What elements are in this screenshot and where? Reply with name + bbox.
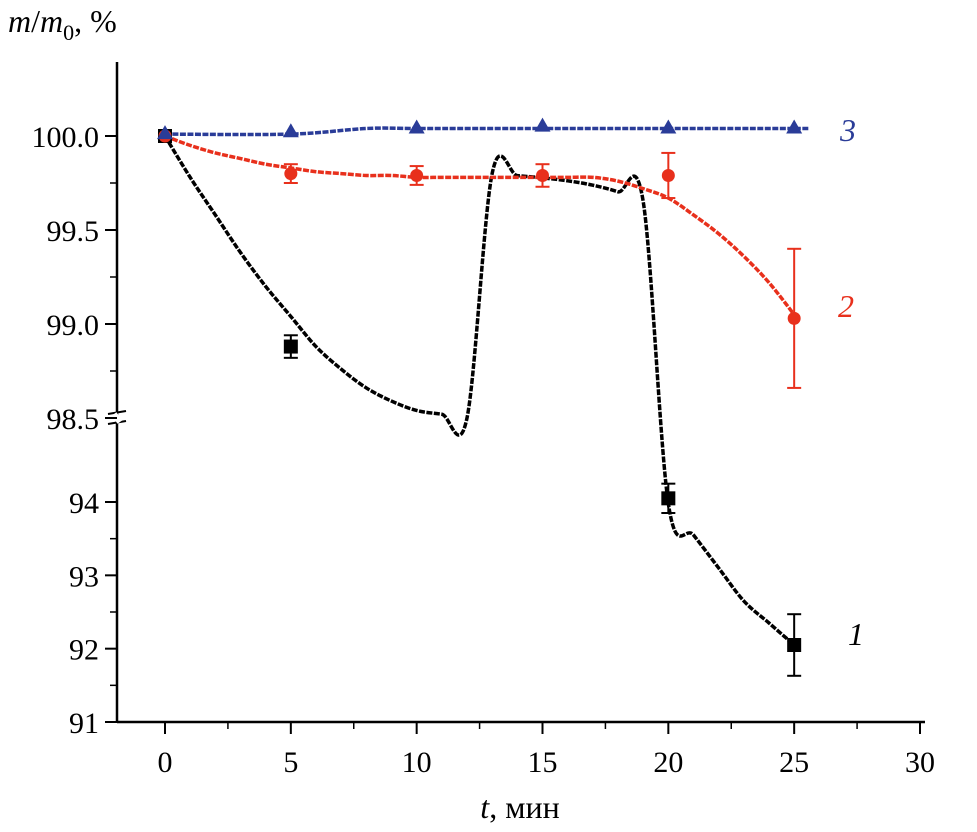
series-1-point [661,491,676,506]
x-tick-label: 0 [158,746,173,779]
series-2-point [536,168,549,182]
series-3-point [408,119,425,134]
x-tick-label: 30 [905,746,935,779]
y-tick-label: 99.0 [47,309,100,342]
series-3-point [660,119,677,134]
series-3-line [164,126,811,137]
markers [157,117,803,652]
y-tick-label: 92 [69,634,99,667]
series-1-label: 1 [848,616,864,652]
y-axis-title: m/m0, % [8,3,117,45]
y-tick-label: 98.5 [47,403,100,436]
x-tick-label: 15 [528,746,558,779]
x-tick-label: 10 [402,746,432,779]
series-2-label: 2 [838,288,854,324]
y-tick-label: 91 [69,707,99,740]
error-bars [283,151,802,677]
series-3-point [282,123,299,138]
y-tick-label: 100.0 [32,121,100,154]
y-tick-label: 94 [69,487,99,520]
series-3-point [534,117,551,132]
series-1-point [787,638,802,652]
y-tick-label: 93 [69,560,99,593]
series-3-point [786,119,803,134]
x-tick-label: 5 [283,746,298,779]
series-1-line [163,135,796,647]
series-2-point [661,168,675,182]
series-2-point [284,167,298,181]
series-2-point [410,168,424,182]
series-1-point [283,339,298,354]
x-axis-title: t, мин [480,789,559,825]
curves [163,126,811,647]
y-tick-label: 99.5 [47,215,100,248]
curve-labels: 1 2 3 [838,112,864,652]
x-tick-label: 25 [779,746,809,779]
x-ticks: 0 5 10 15 20 25 30 [158,722,935,779]
series-2-point [787,311,801,325]
x-tick-label: 20 [653,746,683,779]
series-3-label: 3 [839,112,856,148]
y-ticks: 100.0 99.5 99.0 98.5 94 93 92 91 [32,121,117,740]
series-2-line [164,134,796,316]
series-3-point [157,125,173,140]
axes [107,62,925,724]
